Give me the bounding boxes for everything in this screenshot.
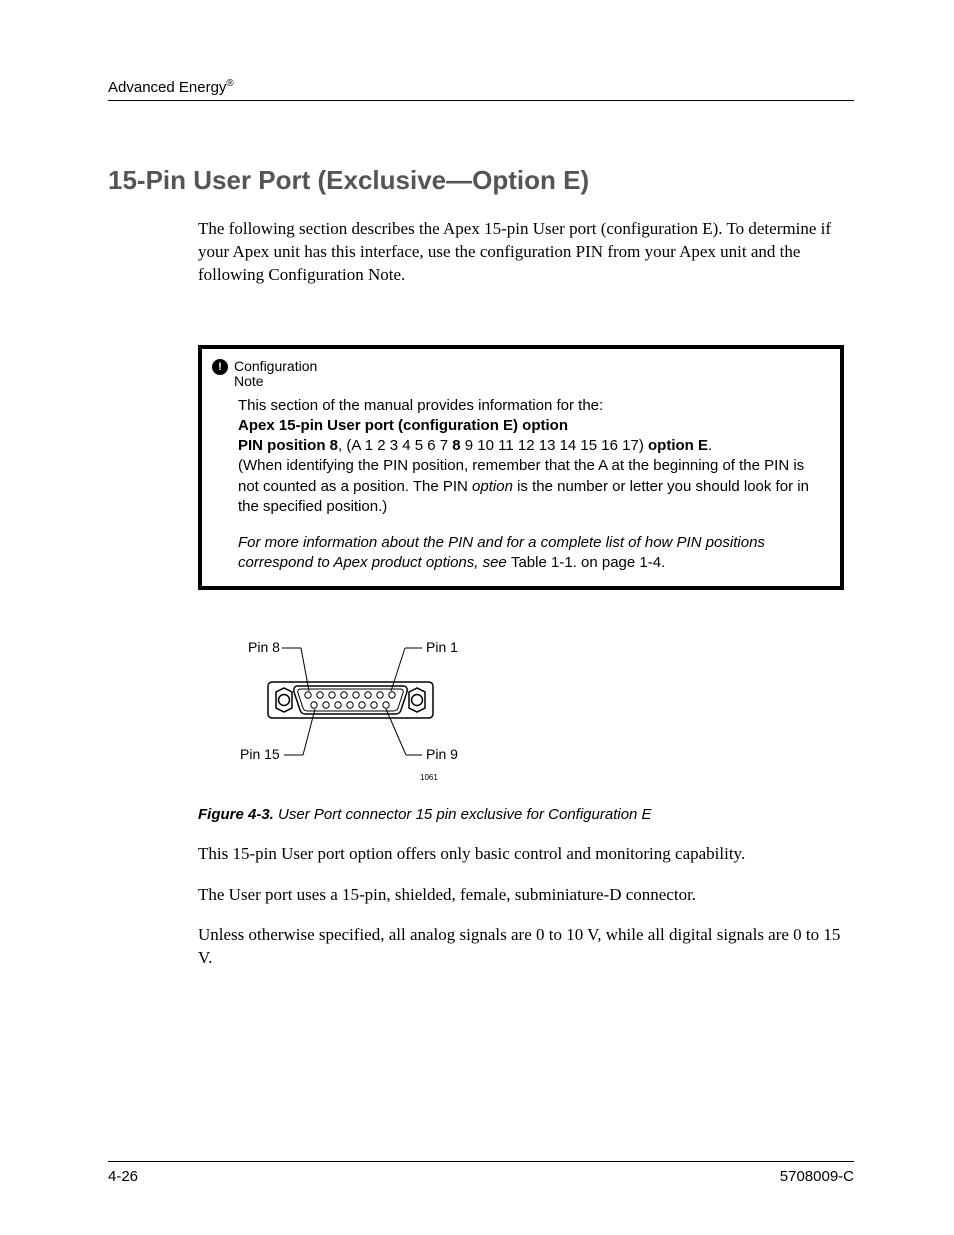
body-paragraph-2: The User port uses a 15-pin, shielded, f…: [198, 884, 844, 907]
config-label-line2: Note: [234, 373, 264, 389]
pin15-label: Pin 15: [240, 746, 280, 762]
config-line3a: PIN position 8: [238, 437, 338, 454]
config-footer-a: For more information about the PIN and f…: [238, 534, 765, 571]
pin1-label: Pin 1: [426, 639, 458, 655]
pin-row-bottom: [311, 701, 389, 707]
pin9-label: Pin 9: [426, 746, 458, 762]
connector-diagram: Pin 8 Pin 1 Pin 15 Pin 9: [198, 636, 498, 796]
section-title: 15-Pin User Port (Exclusive—Option E): [108, 165, 854, 196]
figure-4-3: Pin 8 Pin 1 Pin 15 Pin 9: [198, 636, 844, 823]
config-line3f: .: [708, 437, 712, 454]
config-line3b: , (A 1 2 3 4 5 6 7: [338, 437, 452, 454]
config-label-line1: Configuration: [234, 358, 317, 374]
figure-title: User Port connector 15 pin exclusive for…: [274, 806, 652, 823]
pin-row-top: [305, 691, 395, 697]
config-note-label: Configuration Note: [234, 359, 317, 390]
mounting-hex-left: [276, 688, 292, 712]
config-note-footer: For more information about the PIN and f…: [238, 533, 816, 574]
page-header: Advanced Energy®: [108, 78, 854, 101]
config-line3d: 9 10 11 12 13 14 15 16 17): [461, 437, 648, 454]
body-paragraph-3: Unless otherwise specified, all analog s…: [198, 924, 844, 970]
mounting-hex-right: [409, 688, 425, 712]
page-footer: 4-26 5708009-C: [108, 1161, 854, 1185]
intro-paragraph: The following section describes the Apex…: [198, 218, 844, 287]
config-line4b: option: [472, 478, 513, 495]
body-paragraph-1: This 15-pin User port option offers only…: [198, 843, 844, 866]
config-line2: Apex 15-pin User port (configuration E) …: [238, 417, 568, 434]
configuration-note-box: ! Configuration Note This section of the…: [198, 345, 844, 590]
figure-number: Figure 4-3.: [198, 806, 274, 823]
pin8-label: Pin 8: [248, 639, 280, 655]
config-line3c: 8: [452, 437, 460, 454]
config-line1: This section of the manual provides info…: [238, 397, 603, 414]
company-name: Advanced Energy: [108, 79, 226, 96]
info-icon: !: [212, 359, 228, 375]
footer-page-number: 4-26: [108, 1168, 138, 1185]
config-line3e: option E: [648, 437, 708, 454]
config-note-body: This section of the manual provides info…: [238, 396, 816, 518]
figure-caption: Figure 4-3. User Port connector 15 pin e…: [198, 806, 844, 823]
config-footer-b: Table 1-1. on page 1-4.: [511, 554, 665, 571]
figure-small-id: 1061: [420, 773, 438, 782]
dsub-shell: [294, 686, 407, 714]
footer-doc-number: 5708009-C: [780, 1168, 854, 1185]
trademark-symbol: ®: [226, 78, 233, 89]
